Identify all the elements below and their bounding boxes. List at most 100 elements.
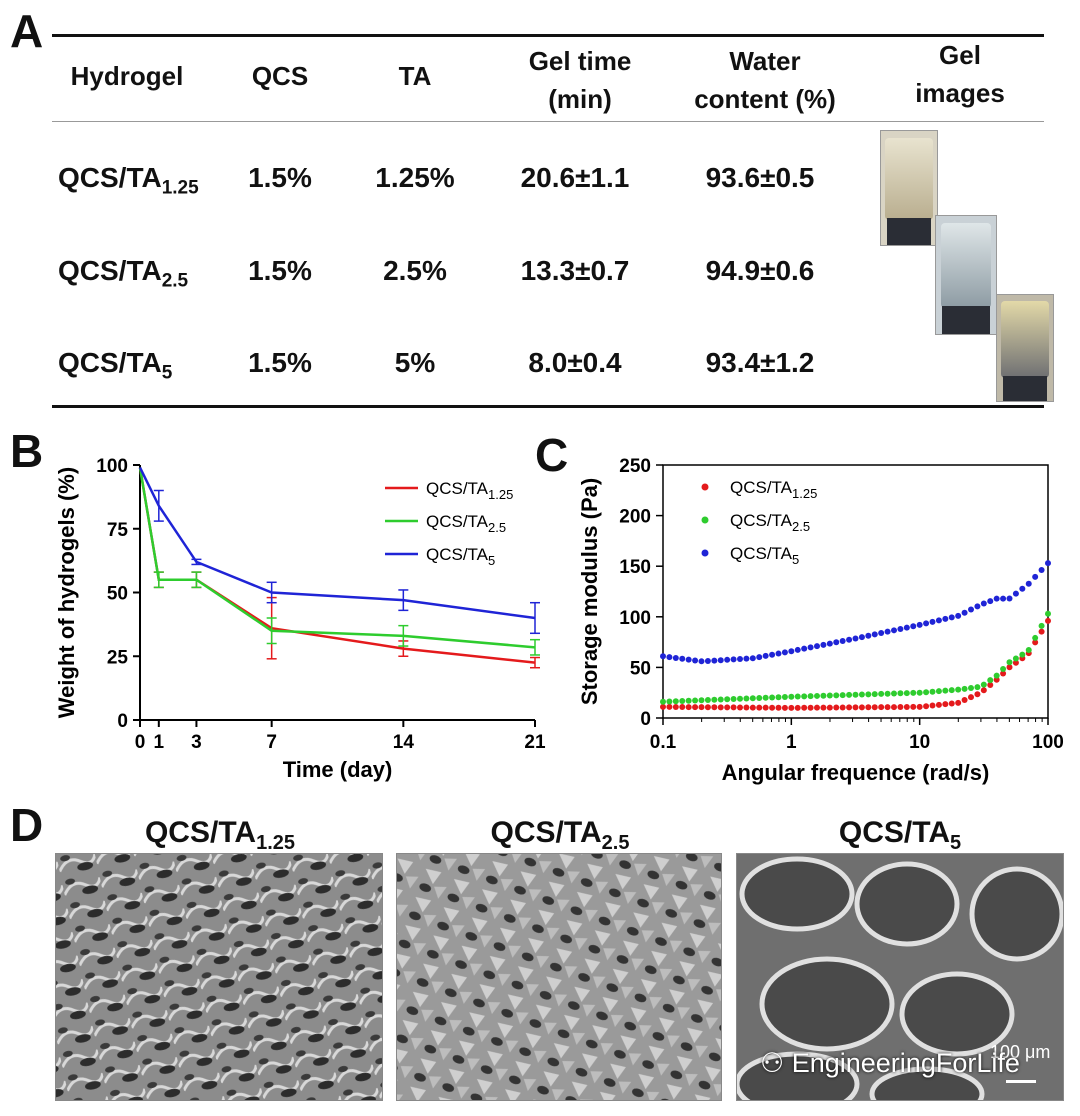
data-point — [743, 704, 750, 711]
data-point — [884, 690, 891, 697]
row-qcs: 1.5% — [248, 347, 312, 378]
data-point — [1006, 595, 1013, 602]
data-point — [858, 634, 865, 641]
data-point — [679, 704, 686, 711]
data-point — [891, 627, 897, 634]
data-point — [980, 687, 987, 694]
x-tick-label: 21 — [524, 732, 546, 753]
data-point — [679, 698, 686, 705]
series-line — [138, 466, 536, 620]
data-point — [717, 696, 724, 703]
y-tick-label: 50 — [107, 584, 128, 605]
data-point — [820, 641, 827, 648]
data-point — [660, 698, 666, 705]
data-point — [1012, 659, 1019, 666]
data-point — [775, 694, 782, 701]
data-point — [794, 693, 801, 700]
data-point — [891, 704, 897, 711]
data-point — [910, 689, 917, 696]
data-point — [871, 631, 878, 638]
panel-label-c: C — [535, 429, 569, 481]
data-point — [737, 695, 743, 702]
data-point — [762, 652, 769, 659]
data-point — [692, 697, 699, 704]
data-point — [1045, 617, 1051, 624]
data-point — [865, 704, 872, 711]
data-point — [871, 691, 878, 698]
x-tick-label: 0 — [135, 732, 146, 753]
data-point — [852, 704, 859, 711]
data-point — [923, 703, 930, 710]
data-point — [685, 697, 692, 704]
data-point — [961, 685, 968, 692]
data-point — [788, 704, 795, 711]
data-point — [865, 691, 872, 698]
data-point — [1006, 659, 1013, 666]
row-hydrogel-name: QCS/TA1.25 — [58, 162, 199, 199]
x-tick-label: 100 — [1032, 732, 1064, 753]
header-qcs: QCS — [251, 61, 309, 91]
data-point — [858, 704, 865, 711]
header-images-line2: images — [915, 78, 1005, 108]
data-point — [794, 704, 801, 711]
data-point — [724, 656, 731, 663]
x-tick-label: 1 — [786, 732, 797, 753]
legend-marker — [701, 483, 709, 491]
data-point — [781, 649, 788, 656]
data-point — [666, 703, 673, 710]
data-point — [698, 658, 705, 665]
data-point — [935, 617, 942, 624]
x-tick-label: 0.1 — [650, 732, 677, 753]
row-qcs: 1.5% — [248, 255, 312, 286]
sem-image-1 — [55, 853, 383, 1101]
data-point — [987, 682, 994, 689]
y-tick-label: 100 — [96, 456, 128, 477]
data-point — [987, 598, 994, 605]
data-point — [948, 614, 955, 621]
data-point — [711, 657, 718, 664]
data-point — [968, 684, 974, 691]
data-point — [1000, 665, 1007, 672]
header-images-line1: Gel — [939, 40, 981, 70]
data-point — [955, 699, 962, 706]
sem-image-3 — [736, 853, 1064, 1101]
data-point — [1038, 628, 1045, 635]
data-point — [672, 703, 679, 710]
data-point — [781, 704, 788, 711]
legend-entry: QCS/TA2.5 — [730, 511, 810, 534]
data-point — [1012, 655, 1019, 662]
legend-marker — [701, 549, 709, 557]
data-point — [935, 688, 942, 695]
data-point — [730, 656, 737, 663]
legend-marker — [701, 516, 709, 524]
data-point — [666, 698, 673, 705]
data-point — [1045, 610, 1051, 617]
header-gel-time-line1: Gel time — [528, 46, 632, 76]
row-ta: 1.25% — [375, 162, 455, 193]
scale-bar-label: 100 μm — [990, 1042, 1051, 1062]
data-point — [884, 704, 891, 711]
data-point — [871, 704, 878, 711]
data-point — [865, 632, 872, 639]
data-point — [769, 704, 776, 711]
data-point — [961, 697, 968, 704]
sem-title-2: QCS/TA2.5 — [490, 816, 630, 854]
data-point — [980, 681, 987, 688]
data-point — [801, 704, 808, 711]
data-point — [839, 638, 846, 645]
data-point — [891, 690, 897, 697]
data-point — [679, 655, 686, 662]
data-point — [801, 693, 808, 700]
data-point — [993, 595, 1000, 602]
x-tick-label: 7 — [266, 732, 277, 753]
data-point — [833, 692, 840, 699]
data-point — [948, 687, 955, 694]
header-water-line1: Water — [729, 46, 801, 76]
data-point — [775, 704, 782, 711]
header-gel-time-line2: (min) — [548, 84, 612, 114]
series-line — [138, 467, 536, 649]
data-point — [897, 704, 904, 711]
data-point — [814, 704, 820, 711]
data-point — [749, 655, 756, 662]
